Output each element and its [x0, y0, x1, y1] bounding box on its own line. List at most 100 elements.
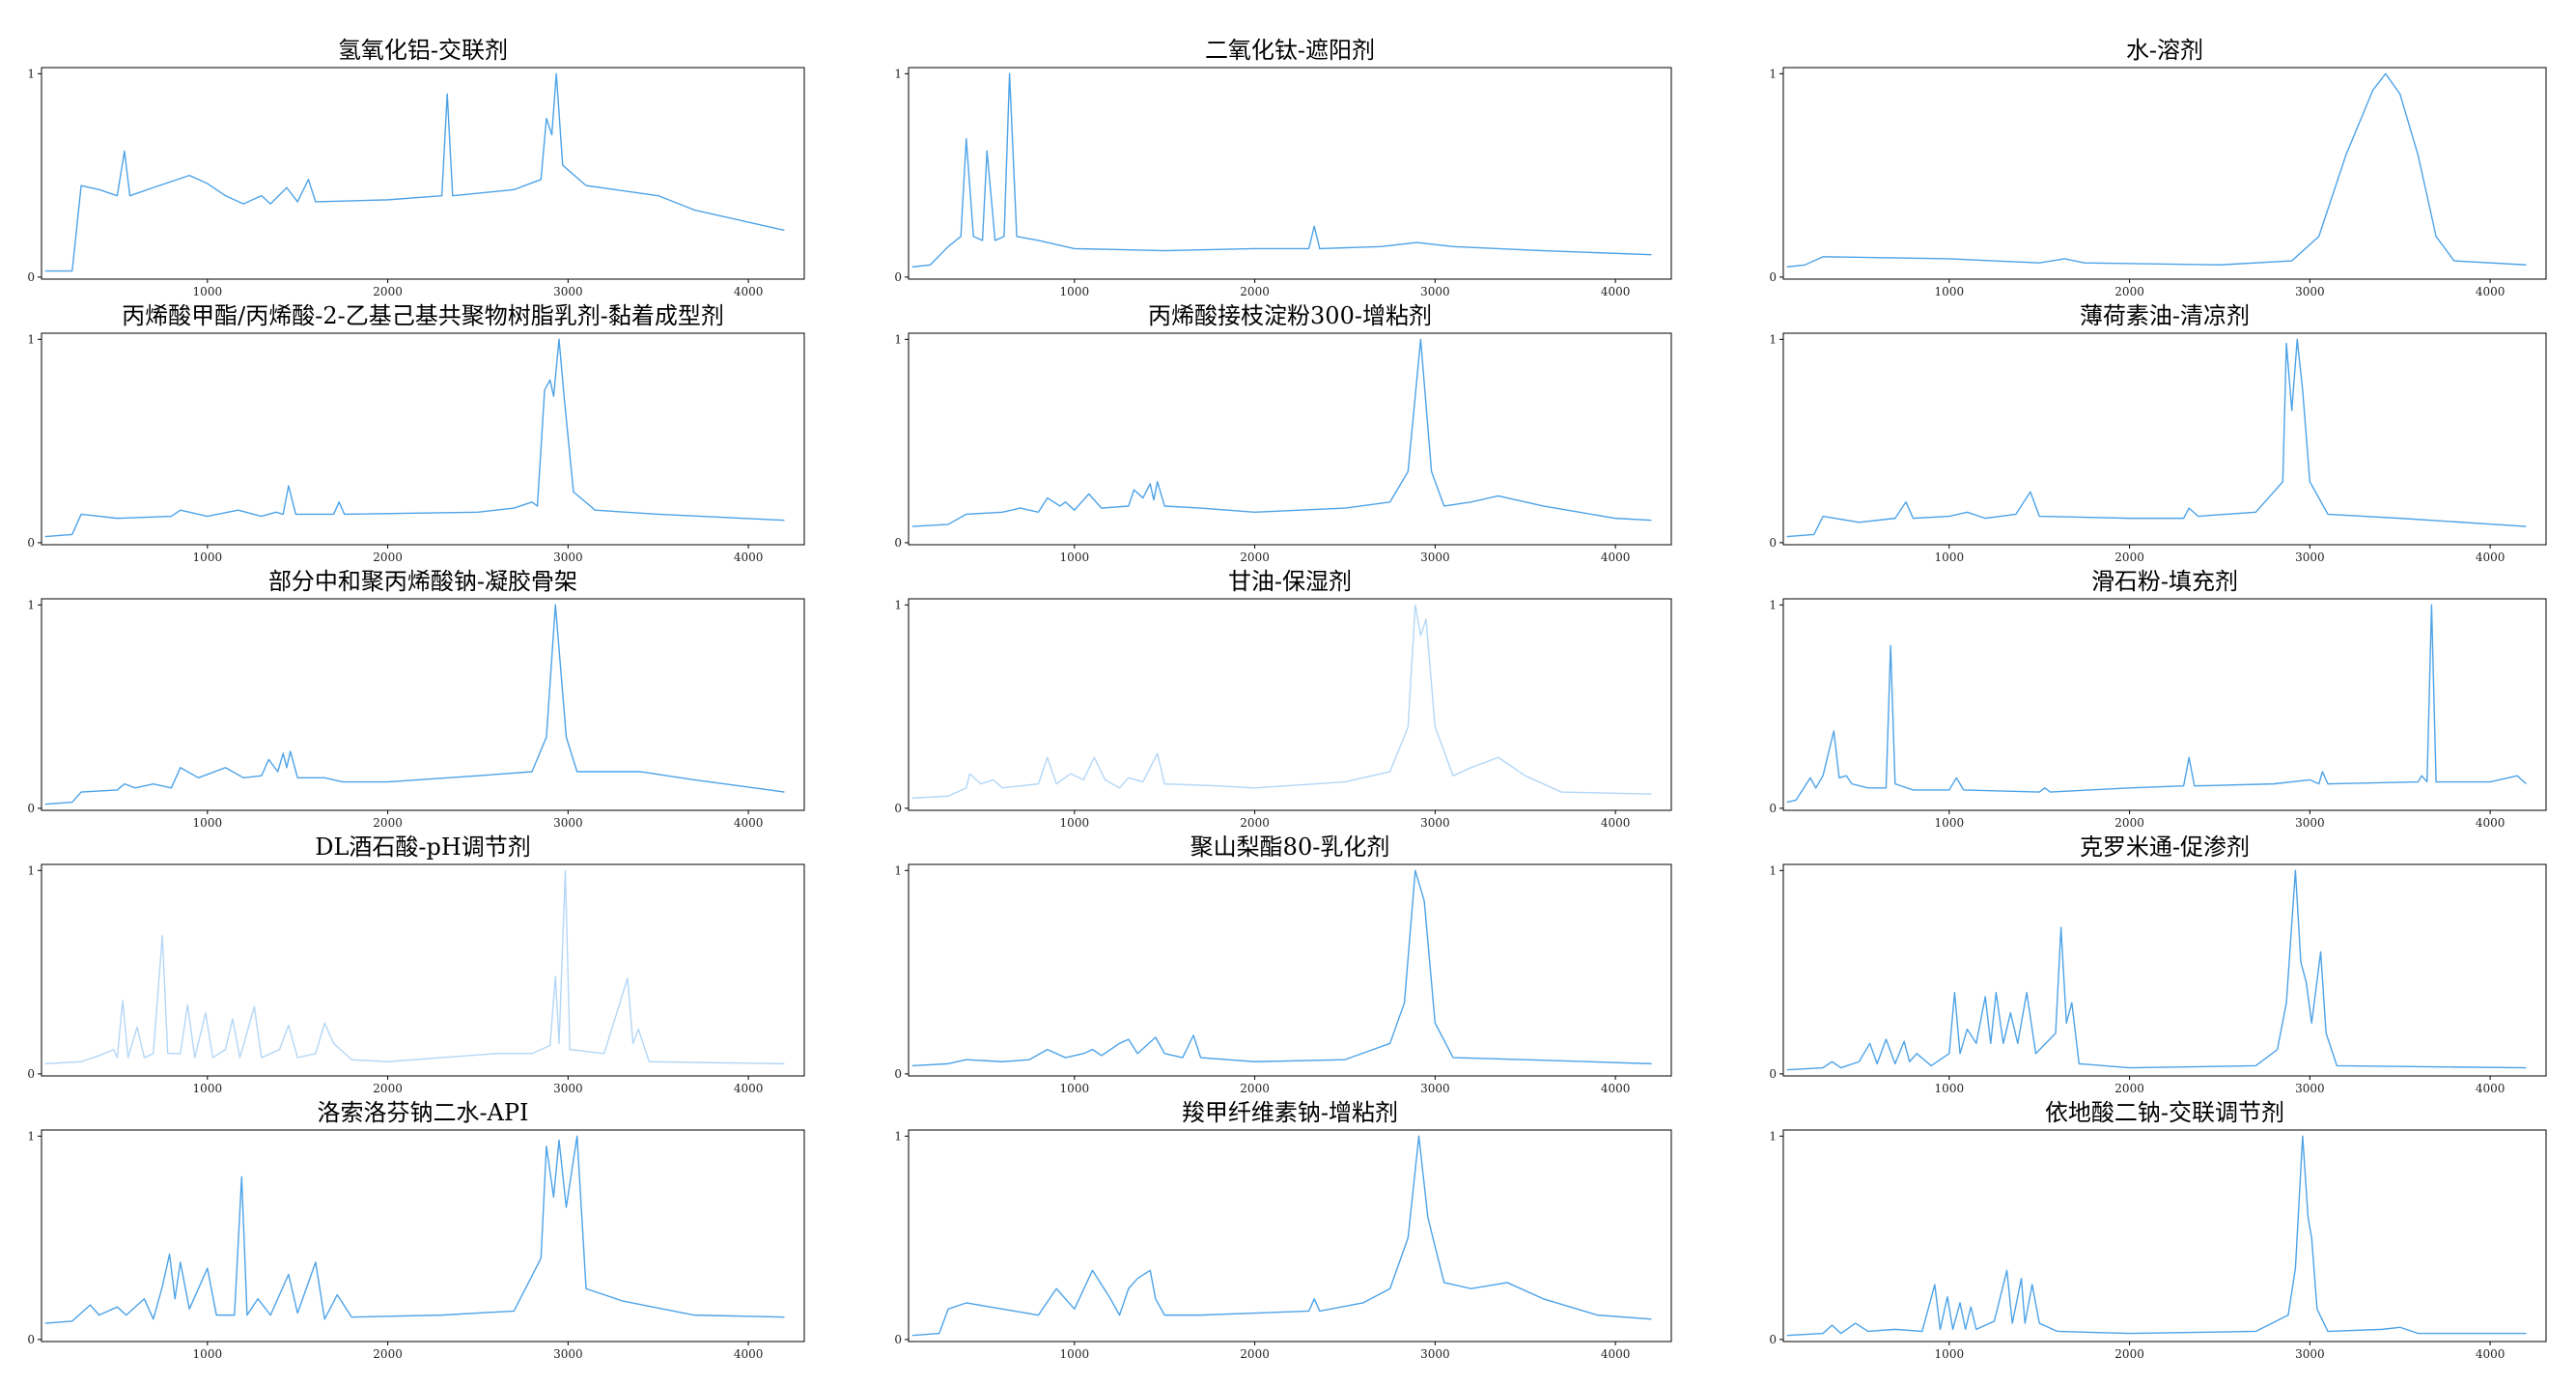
x-tick-label: 4000 [1601, 285, 1631, 298]
y-tick-label: 1 [894, 598, 902, 611]
x-tick-label: 2000 [373, 1347, 403, 1361]
x-tick-label: 2000 [373, 285, 403, 298]
x-tick-label: 1000 [193, 816, 223, 830]
y-tick-label: 0 [27, 536, 35, 550]
y-tick-label: 1 [894, 67, 902, 80]
plot-frame [908, 863, 1672, 1077]
y-tick-label: 1 [27, 863, 35, 877]
x-tick-label: 4000 [734, 1347, 764, 1361]
y-tick-label: 0 [27, 1067, 35, 1081]
x-tick-label: 2000 [2114, 551, 2144, 564]
x-tick-label: 3000 [2295, 1347, 2325, 1361]
x-tick-label: 4000 [734, 551, 764, 564]
x-tick-label: 4000 [734, 1082, 764, 1095]
x-tick-label: 1000 [1060, 285, 1090, 298]
spectrum-line [44, 1135, 785, 1324]
x-tick-label: 1000 [193, 1082, 223, 1095]
x-tick-label: 4000 [1601, 551, 1631, 564]
spectrum-line [44, 72, 785, 272]
x-tick-label: 3000 [553, 551, 583, 564]
y-tick-label: 0 [1769, 1333, 1777, 1346]
x-tick-label: 2000 [1240, 551, 1270, 564]
plot-frame [1782, 863, 2547, 1077]
x-tick-label: 3000 [553, 1082, 583, 1095]
y-tick-label: 0 [894, 270, 902, 284]
x-tick-label: 2000 [1240, 816, 1270, 830]
x-tick-label: 1000 [1060, 1347, 1090, 1361]
x-tick-label: 2000 [2114, 1347, 2144, 1361]
y-tick-label: 0 [1769, 1067, 1777, 1081]
x-tick-label: 3000 [2295, 1082, 2325, 1095]
x-tick-label: 1000 [1060, 816, 1090, 830]
x-tick-label: 4000 [2476, 285, 2506, 298]
spectrum-line [911, 869, 1652, 1067]
plot-frame [41, 332, 805, 546]
spectrum-line [1786, 338, 2527, 538]
y-tick-label: 0 [1769, 270, 1777, 284]
x-tick-label: 1000 [1935, 1082, 1965, 1095]
chart-title: 薄荷素油-清凉剂 [2080, 302, 2250, 329]
y-tick-label: 1 [894, 863, 902, 877]
plot-frame [41, 863, 805, 1077]
x-tick-label: 3000 [1420, 551, 1450, 564]
x-tick-label: 4000 [734, 816, 764, 830]
y-tick-label: 0 [894, 1067, 902, 1081]
chart-title: 洛索洛芬钠二水-API [317, 1099, 528, 1126]
chart-title: 羧甲纤维素钠-增粘剂 [1182, 1099, 1398, 1126]
x-tick-label: 3000 [1420, 816, 1450, 830]
chart-title: 二氧化钛-遮阳剂 [1205, 37, 1375, 64]
y-tick-label: 0 [894, 1333, 902, 1346]
chart-title: 水-溶剂 [2126, 37, 2203, 64]
x-tick-label: 4000 [2476, 1082, 2506, 1095]
x-tick-label: 1000 [1060, 551, 1090, 564]
x-tick-label: 2000 [2114, 285, 2144, 298]
spectrum-line [44, 338, 785, 538]
y-tick-label: 0 [1769, 536, 1777, 550]
y-tick-label: 0 [894, 802, 902, 815]
x-tick-label: 3000 [1420, 1347, 1450, 1361]
y-tick-label: 1 [1769, 598, 1777, 611]
x-tick-label: 2000 [1240, 1347, 1270, 1361]
spectrum-line [911, 72, 1652, 269]
chart-title: 氢氧化铝-交联剂 [338, 37, 508, 64]
y-tick-label: 1 [27, 332, 35, 346]
spectrum-line [1786, 869, 2527, 1071]
y-tick-label: 1 [27, 1129, 35, 1143]
x-tick-label: 2000 [1240, 285, 1270, 298]
x-tick-label: 2000 [1240, 1082, 1270, 1095]
spectrum-line [1786, 72, 2527, 269]
x-tick-label: 1000 [193, 285, 223, 298]
y-tick-label: 1 [27, 67, 35, 80]
x-tick-label: 3000 [553, 285, 583, 298]
x-tick-label: 4000 [1601, 816, 1631, 830]
plot-frame [1782, 1129, 2547, 1343]
y-tick-label: 1 [1769, 863, 1777, 877]
y-tick-label: 1 [27, 598, 35, 611]
y-tick-label: 0 [27, 802, 35, 815]
x-tick-label: 3000 [553, 816, 583, 830]
chart-title: 甘油-保湿剂 [1228, 568, 1352, 595]
x-tick-label: 3000 [2295, 816, 2325, 830]
x-tick-label: 1000 [1935, 816, 1965, 830]
chart-title: 依地酸二钠-交联调节剂 [2045, 1099, 2284, 1126]
x-tick-label: 2000 [2114, 816, 2144, 830]
spectrum-line [44, 869, 785, 1065]
y-tick-label: 0 [27, 270, 35, 284]
x-tick-label: 2000 [373, 551, 403, 564]
chart-title: 部分中和聚丙烯酸钠-凝胶骨架 [268, 568, 577, 595]
x-tick-label: 4000 [2476, 816, 2506, 830]
spectrum-line [1786, 604, 2527, 804]
plot-frame [41, 1129, 805, 1343]
x-tick-label: 4000 [1601, 1082, 1631, 1095]
x-tick-label: 3000 [2295, 285, 2325, 298]
y-tick-label: 1 [1769, 1129, 1777, 1143]
chart-title: 聚山梨酯80-乳化剂 [1190, 834, 1390, 861]
y-tick-label: 1 [1769, 332, 1777, 346]
x-tick-label: 1000 [1935, 551, 1965, 564]
x-tick-label: 3000 [1420, 1082, 1450, 1095]
spectrum-line [1786, 1135, 2527, 1337]
y-tick-label: 1 [1769, 67, 1777, 80]
x-tick-label: 3000 [2295, 551, 2325, 564]
